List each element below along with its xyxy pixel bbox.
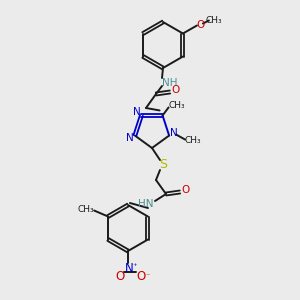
Text: N: N [124, 262, 134, 275]
Text: ⁺: ⁺ [133, 262, 137, 272]
Text: CH₃: CH₃ [185, 136, 201, 145]
Text: HN: HN [138, 199, 154, 209]
Text: N: N [126, 133, 134, 142]
Text: S: S [159, 158, 167, 170]
Text: N: N [170, 128, 178, 138]
Text: O: O [116, 271, 124, 284]
Text: CH₃: CH₃ [206, 16, 222, 25]
Text: O: O [136, 271, 146, 284]
Text: NH: NH [162, 78, 178, 88]
Text: O: O [172, 85, 180, 95]
Text: O: O [197, 20, 205, 29]
Text: N: N [133, 107, 140, 117]
Text: CH₃: CH₃ [78, 205, 94, 214]
Text: ⁻: ⁻ [146, 272, 150, 280]
Text: CH₃: CH₃ [168, 101, 185, 110]
Text: O: O [182, 185, 190, 195]
